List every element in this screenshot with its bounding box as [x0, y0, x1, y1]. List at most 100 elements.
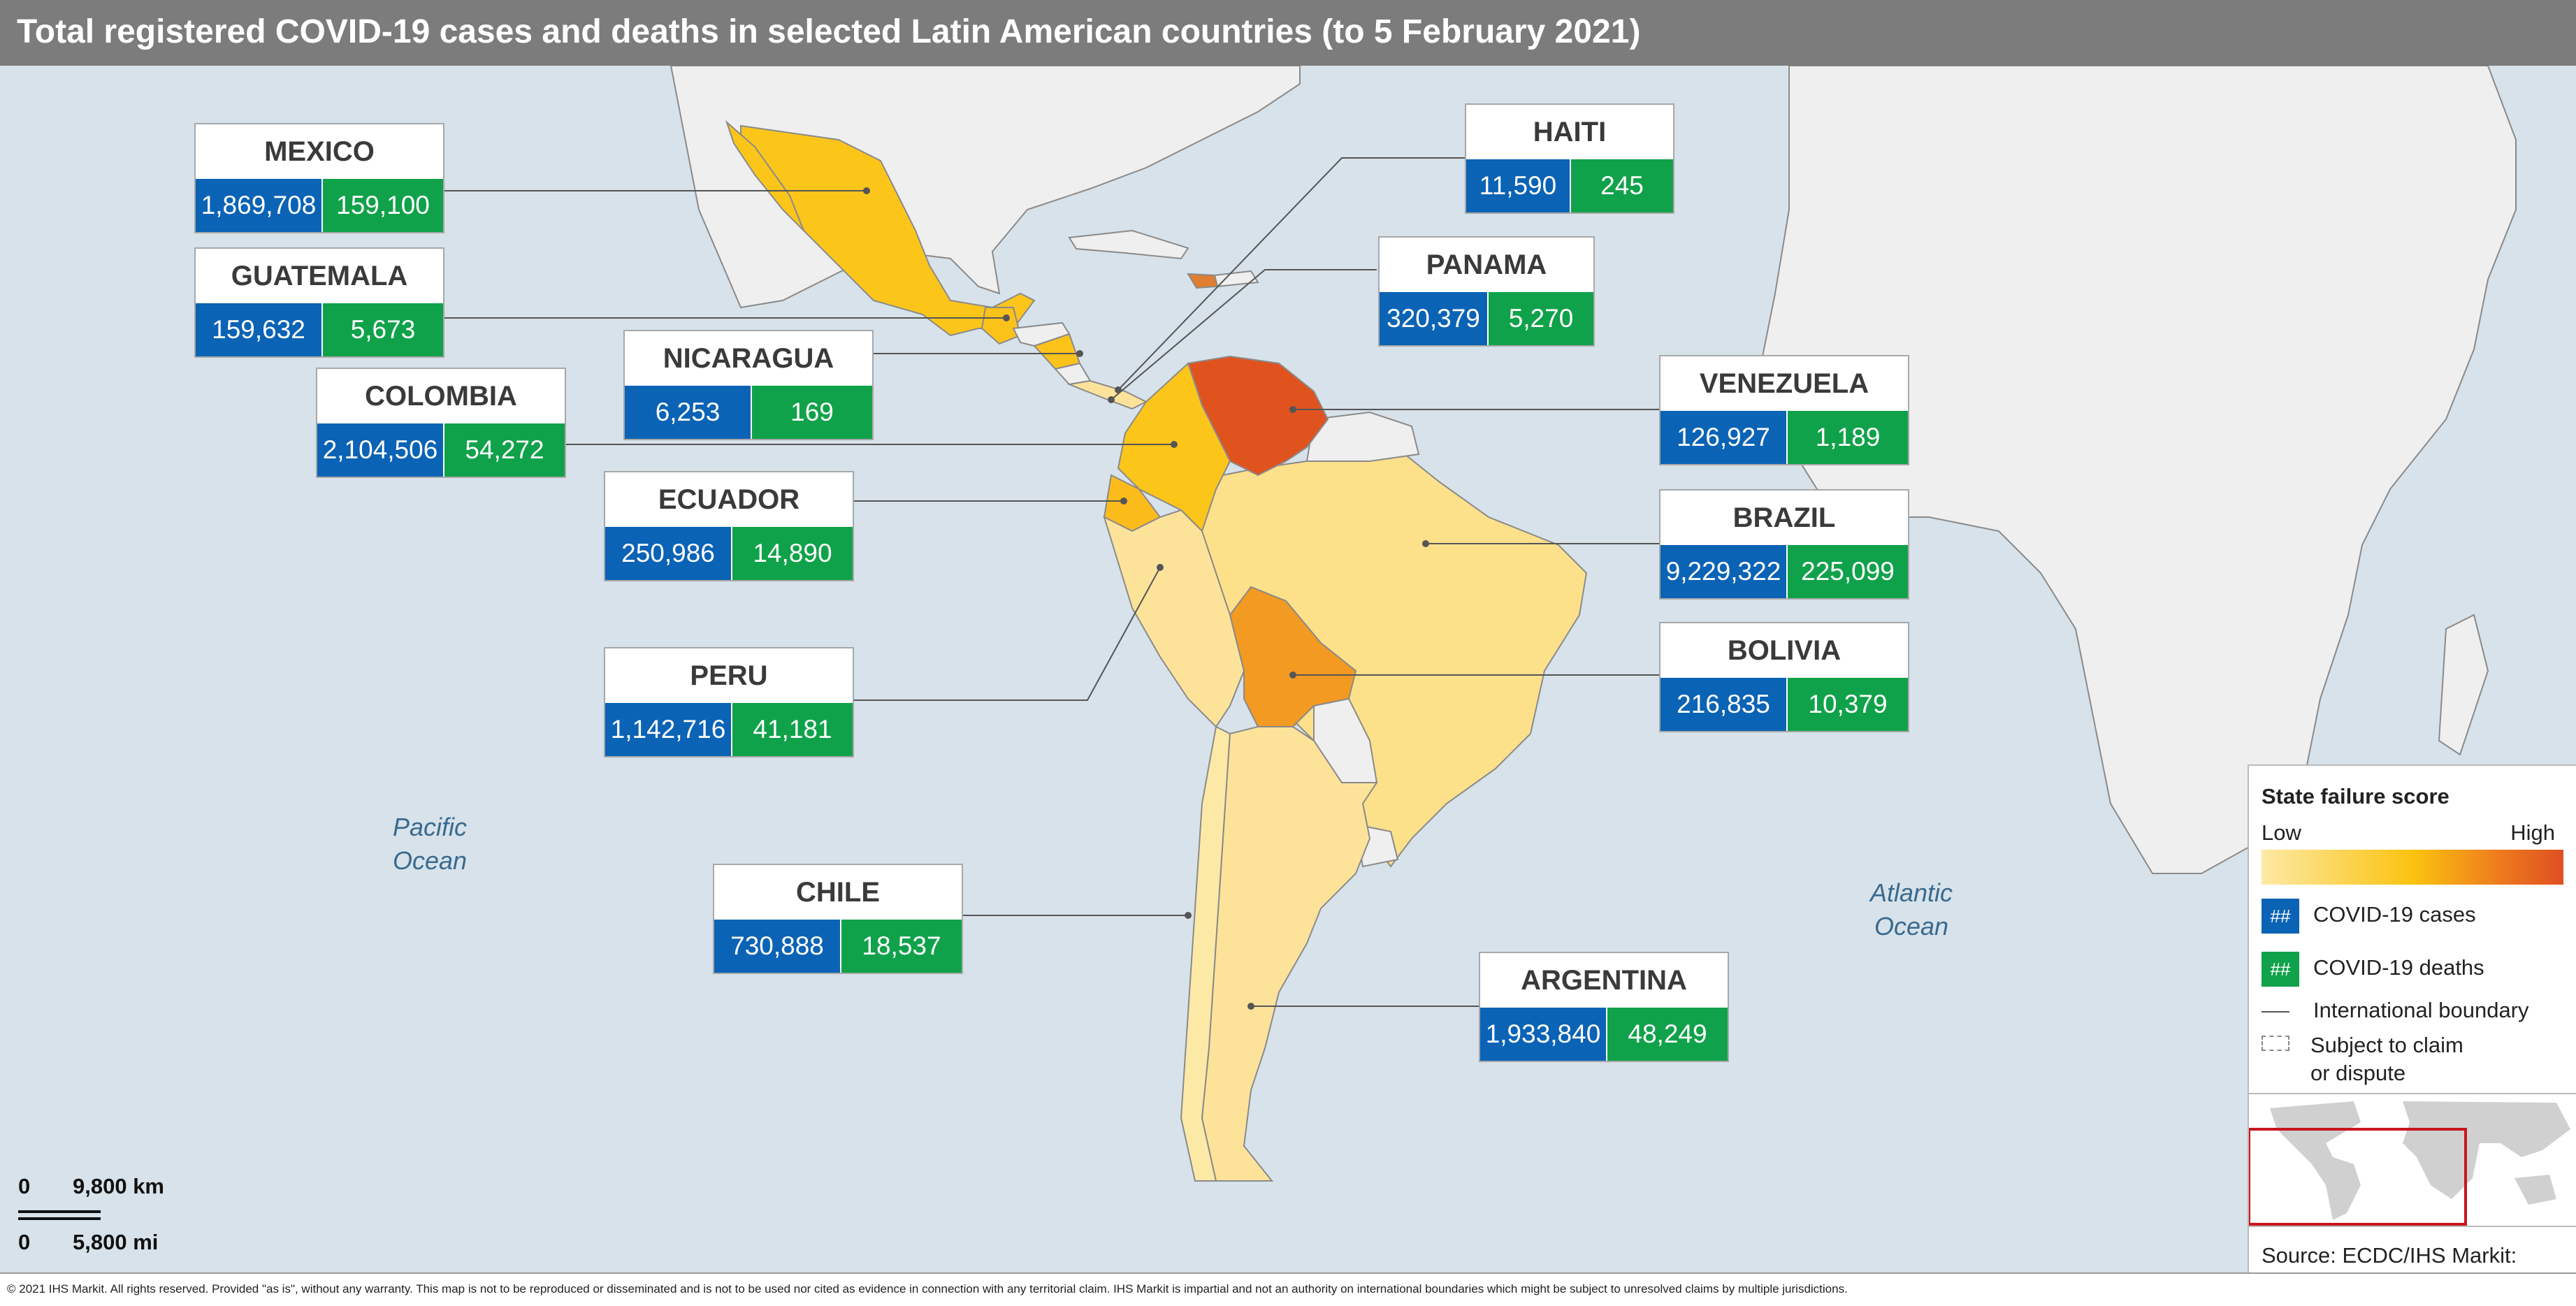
country-box-venezuela: VENEZUELA 126,927 1,189: [1659, 355, 1909, 465]
cases-value: 320,379: [1380, 292, 1487, 345]
country-name: PANAMA: [1426, 249, 1547, 280]
deaths-value: 54,272: [444, 423, 565, 477]
deaths-value: 169: [752, 386, 872, 439]
deaths-value: 18,537: [841, 920, 962, 973]
locator-australia: [2515, 1175, 2556, 1205]
legend-cases-label: COVID-19 cases: [2313, 902, 2476, 927]
country-box-ecuador: ECUADOR 250,986 14,890: [604, 471, 854, 581]
copyright-text: © 2021 IHS Markit. All rights reserved. …: [7, 1282, 1848, 1296]
map-title: Total registered COVID-19 cases and deat…: [17, 13, 1641, 50]
country-name: HAITI: [1533, 117, 1607, 147]
locator-americas: [2270, 1101, 2361, 1220]
leader-lines: [444, 157, 1660, 1007]
ocean-label-line: Pacific: [392, 813, 468, 841]
scale-mi-label: 5,800 mi: [73, 1230, 159, 1254]
land-madagascar: [2438, 614, 2489, 756]
source-line: Source: ECDC/IHS Markit:: [2262, 1243, 2517, 1268]
legend-deaths-label: COVID-19 deaths: [2313, 955, 2484, 980]
cases-value: 2,104,506: [317, 423, 443, 477]
scale-km-label: 9,800 km: [73, 1174, 164, 1198]
country-name: COLOMBIA: [365, 381, 517, 412]
cases-value: 250,986: [605, 527, 731, 580]
cases-value: 159,632: [196, 303, 321, 356]
leader-dots: [863, 187, 1429, 1010]
deaths-value: 10,379: [1788, 678, 1908, 731]
legend-divider: [2249, 1093, 2576, 1094]
country-box-mexico: MEXICO 1,869,708 159,100: [194, 123, 444, 233]
legend-high-label: High: [2510, 820, 2555, 845]
locator-eurasia-africa: [2403, 1101, 2570, 1199]
scale-line-km: [18, 1210, 101, 1213]
legend-deaths-row: ## COVID-19 deaths: [2262, 952, 2484, 987]
ocean-label-line: Ocean: [392, 846, 468, 875]
land-mexico: [740, 124, 1036, 337]
scale-line-mi: [18, 1217, 101, 1220]
cases-value: 11,590: [1466, 159, 1570, 212]
land-cuba: [1068, 229, 1189, 260]
cases-value: 1,142,716: [605, 703, 731, 756]
legend-title: State failure score: [2262, 784, 2450, 808]
country-name: BRAZIL: [1732, 502, 1836, 533]
land-guatemala: [981, 307, 1022, 345]
locator-map: [2249, 1094, 2576, 1226]
country-box-nicaragua: NICARAGUA 6,253 169: [623, 330, 874, 440]
country-box-panama: PANAMA 320,379 5,270: [1378, 236, 1595, 347]
scale-km-zero: 0: [18, 1174, 31, 1198]
copyright-footer: © 2021 IHS Markit. All rights reserved. …: [0, 1272, 2576, 1306]
legend-panel: State failure score Low High ## COVID-19 …: [2248, 764, 2576, 1294]
deaths-value: 48,249: [1607, 1008, 1728, 1061]
legend-divider: [2249, 1226, 2576, 1227]
deaths-value: 245: [1571, 159, 1673, 212]
deaths-swatch: ##: [2262, 952, 2299, 987]
legend-boundary-row: International boundary: [2262, 998, 2529, 1023]
country-box-colombia: COLOMBIA 2,104,506 54,272: [316, 368, 566, 478]
title-bar: Total registered COVID-19 cases and deat…: [0, 0, 2576, 66]
country-box-haiti: HAITI 11,590 245: [1465, 103, 1674, 214]
country-box-guatemala: GUATEMALA 159,632 5,673: [194, 247, 444, 358]
country-box-brazil: BRAZIL 9,229,322 225,099: [1659, 489, 1909, 600]
scale-mi-zero: 0: [18, 1230, 31, 1254]
country-name: GUATEMALA: [231, 261, 408, 291]
deaths-value: 14,890: [732, 527, 853, 580]
deaths-value: 225,099: [1788, 545, 1908, 598]
legend-boundary-label: International boundary: [2313, 998, 2529, 1022]
cases-value: 1,869,708: [196, 179, 321, 232]
cases-swatch: ##: [2262, 899, 2299, 934]
ocean-label-line: Atlantic: [1869, 878, 1953, 907]
legend-dispute-label-2: or dispute: [2310, 1061, 2406, 1085]
country-name: PERU: [690, 660, 768, 691]
ocean-label-line: Ocean: [1874, 912, 1949, 941]
legend-dispute-row: Subject to claim or dispute: [2262, 1031, 2463, 1087]
country-box-peru: PERU 1,142,716 41,181: [604, 647, 854, 757]
deaths-value: 159,100: [323, 179, 443, 232]
deaths-value: 5,673: [323, 303, 443, 356]
cases-value: 730,888: [714, 920, 840, 973]
legend-dispute-label-1: Subject to claim: [2310, 1033, 2463, 1057]
land-argentina: [1201, 726, 1378, 1182]
country-box-argentina: ARGENTINA 1,933,840 48,249: [1479, 952, 1729, 1062]
country-name: ARGENTINA: [1521, 965, 1687, 996]
state-failure-gradient: [2262, 850, 2563, 885]
cases-value: 216,835: [1660, 678, 1786, 731]
country-name: CHILE: [796, 877, 880, 908]
cases-value: 6,253: [625, 386, 751, 439]
cases-value: 9,229,322: [1660, 545, 1786, 598]
country-name: MEXICO: [264, 136, 375, 167]
land-baja: [725, 119, 804, 231]
locator-extent-box: [2249, 1128, 2467, 1226]
country-box-bolivia: BOLIVIA 216,835 10,379: [1659, 622, 1909, 732]
country-name: BOLIVIA: [1727, 635, 1841, 666]
pacific-ocean-label: Pacific Ocean: [377, 811, 482, 878]
legend-cases-row: ## COVID-19 cases: [2262, 899, 2476, 934]
deaths-value: 1,189: [1788, 411, 1908, 464]
country-name: VENEZUELA: [1699, 368, 1869, 399]
country-name: ECUADOR: [658, 484, 800, 515]
boundary-line-swatch: [2262, 1010, 2289, 1013]
cases-value: 1,933,840: [1480, 1008, 1606, 1061]
dispute-swatch: [2262, 1036, 2289, 1051]
land-guianas: [1305, 411, 1420, 462]
legend-low-label: Low: [2262, 820, 2301, 845]
deaths-value: 5,270: [1489, 292, 1593, 345]
atlantic-ocean-label: Atlantic Ocean: [1852, 876, 1971, 943]
deaths-value: 41,181: [732, 703, 853, 756]
